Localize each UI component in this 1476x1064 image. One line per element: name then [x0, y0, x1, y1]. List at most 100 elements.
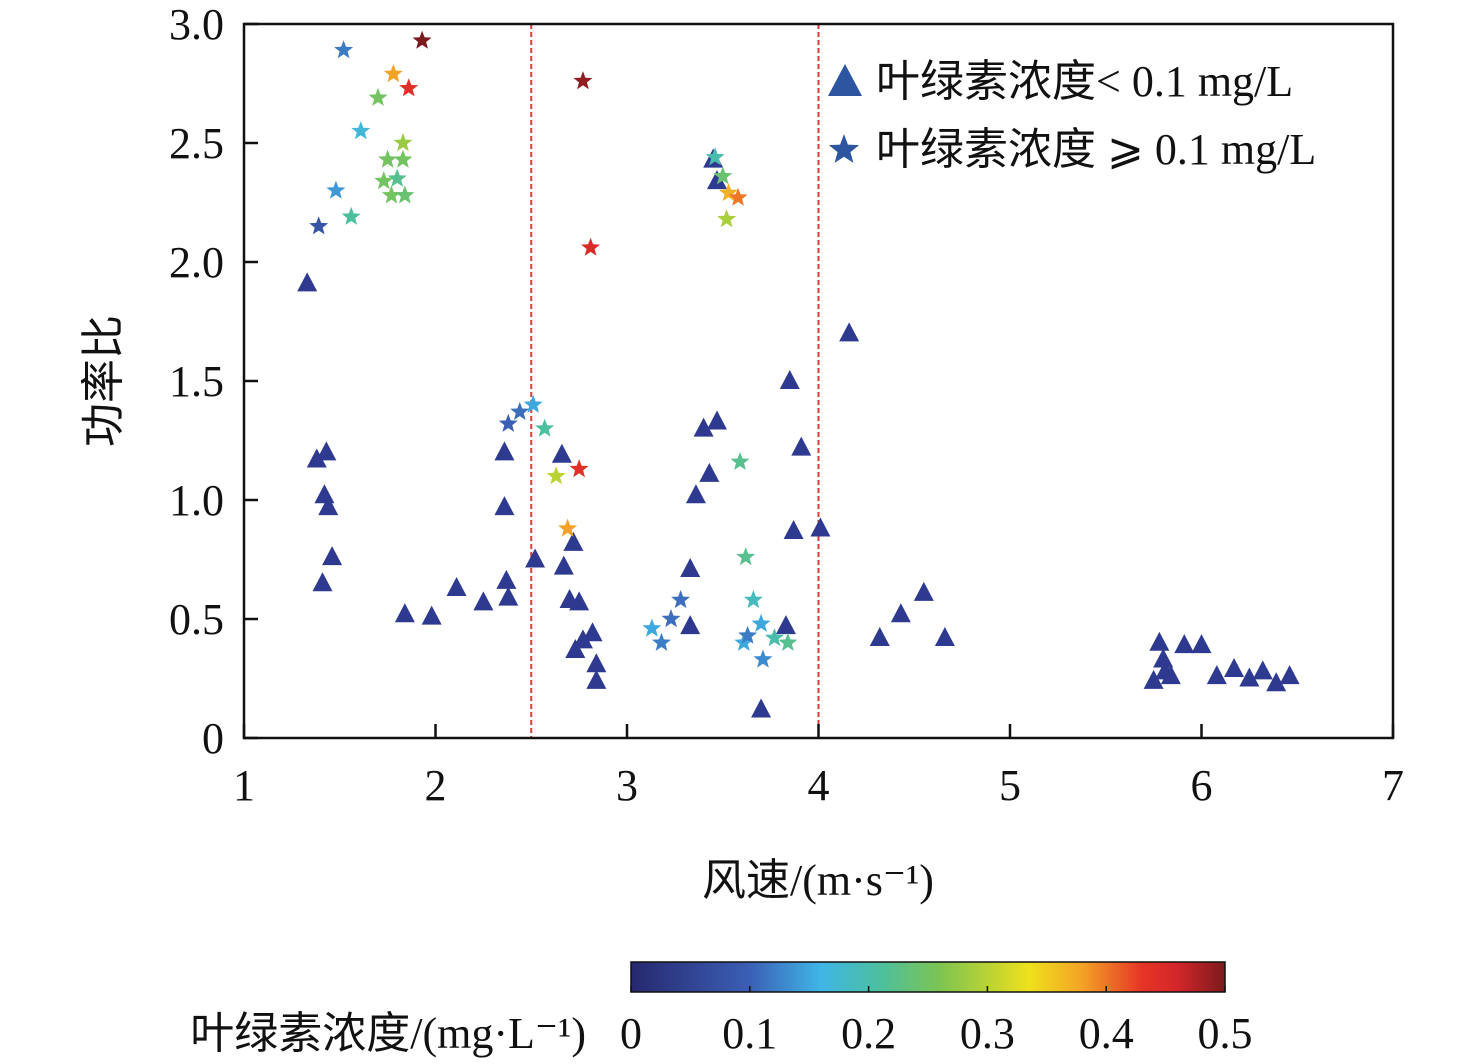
triangle-point — [1160, 665, 1181, 685]
star-point — [399, 78, 419, 97]
triangle-point — [685, 484, 706, 504]
star-point — [374, 171, 394, 190]
triangle-point — [1224, 657, 1245, 677]
star-point — [535, 418, 555, 437]
x-tick-label: 5 — [999, 761, 1021, 810]
triangle-point — [473, 591, 494, 611]
colorbar-tick-label: 0.5 — [1198, 1009, 1253, 1058]
x-axis-label: 风速/(m·s⁻¹) — [702, 856, 934, 905]
star-point — [581, 237, 601, 256]
x-tick-label: 1 — [233, 761, 255, 810]
x-tick-label: 3 — [616, 761, 638, 810]
y-tick-label: 1.5 — [169, 357, 224, 406]
data-points — [297, 30, 1300, 718]
legend-star-icon — [828, 134, 860, 163]
colorbar-gradient — [630, 961, 1226, 993]
colorbar-tick-label: 0.2 — [841, 1009, 896, 1058]
y-tick-label: 1.0 — [169, 476, 224, 525]
colorbar-tick-label: 0 — [620, 1009, 642, 1058]
triangle-point — [869, 627, 890, 647]
star-point — [395, 185, 415, 204]
star-point — [309, 216, 329, 235]
star-point — [736, 547, 756, 566]
star-point — [523, 394, 543, 413]
triangle-point — [586, 669, 607, 689]
triangle-point — [779, 370, 800, 389]
y-axis-label: 功率比 — [79, 315, 128, 447]
star-point — [498, 413, 518, 432]
triangle-point — [913, 581, 934, 601]
triangle-point — [582, 622, 603, 642]
colorbar-tick-label: 0.4 — [1079, 1009, 1134, 1058]
triangle-point — [563, 531, 584, 551]
triangle-point — [934, 627, 955, 647]
star-point — [671, 590, 691, 609]
star-point — [642, 618, 662, 637]
colorbar-label: 叶绿素浓度/(mg·L⁻¹) — [190, 1009, 586, 1058]
triangle-point — [569, 591, 590, 611]
triangle-point — [421, 605, 442, 625]
x-tick-label: 2 — [425, 761, 447, 810]
star-point — [326, 180, 346, 199]
star-point — [546, 466, 566, 485]
triangle-point — [551, 443, 572, 463]
star-point — [743, 590, 763, 609]
star-point — [387, 168, 407, 187]
triangle-point — [699, 462, 720, 482]
triangle-point — [693, 417, 714, 437]
legend: 叶绿素浓度< 0.1 mg/L 叶绿素浓度 ⩾ 0.1 mg/L — [828, 57, 1316, 174]
triangle-point — [783, 519, 804, 539]
colorbar: 0 0.1 0.2 0.3 0.4 0.5 叶绿素浓度/(mg·L⁻¹) — [190, 961, 1253, 1058]
triangle-point — [1206, 665, 1227, 685]
triangle-point — [1191, 634, 1212, 654]
star-point — [334, 40, 354, 59]
star-point — [341, 206, 361, 225]
y-axis: 0 0.5 1.0 1.5 2.0 2.5 3.0 — [169, 0, 258, 763]
star-point — [764, 628, 784, 647]
triangle-point — [316, 441, 337, 461]
triangle-point — [496, 569, 517, 589]
triangle-point — [446, 577, 467, 597]
triangle-point — [498, 586, 519, 606]
star-point — [652, 632, 671, 651]
star-point — [705, 147, 725, 166]
y-tick-label: 2.5 — [169, 119, 224, 168]
triangle-point — [839, 322, 860, 342]
triangle-point — [1266, 672, 1287, 692]
triangle-point — [1174, 634, 1195, 654]
star-point — [778, 632, 798, 651]
y-tick-label: 0 — [202, 714, 224, 763]
star-point — [753, 649, 773, 668]
star-point — [383, 64, 403, 83]
star-point — [558, 518, 578, 537]
triangle-point — [322, 546, 343, 566]
triangle-point — [1153, 648, 1174, 668]
star-point — [661, 609, 681, 628]
triangle-point — [680, 615, 701, 635]
triangle-point — [791, 436, 812, 456]
triangle-point — [775, 615, 796, 635]
triangle-point — [1239, 667, 1260, 687]
triangle-point — [394, 603, 415, 623]
triangle-point — [1149, 631, 1170, 651]
triangle-point — [707, 170, 728, 190]
triangle-point — [494, 441, 515, 461]
star-point — [573, 71, 593, 90]
star-point — [381, 185, 401, 204]
triangle-point — [572, 629, 593, 649]
x-axis: 1 2 3 4 5 6 7 — [233, 724, 1404, 810]
star-point — [510, 401, 530, 420]
triangle-point — [318, 496, 339, 516]
triangle-point — [1279, 665, 1300, 685]
x-tick-label: 7 — [1382, 761, 1404, 810]
legend-label-high: 叶绿素浓度 ⩾ 0.1 mg/L — [876, 125, 1316, 174]
triangle-point — [890, 603, 911, 623]
star-point — [713, 166, 733, 185]
triangle-point — [1143, 669, 1164, 689]
triangle-point — [306, 448, 327, 468]
colorbar-ticks: 0 0.1 0.2 0.3 0.4 0.5 — [620, 986, 1253, 1058]
star-point — [393, 133, 413, 152]
legend-label-low: 叶绿素浓度< 0.1 mg/L — [876, 57, 1293, 106]
star-point — [719, 183, 738, 202]
